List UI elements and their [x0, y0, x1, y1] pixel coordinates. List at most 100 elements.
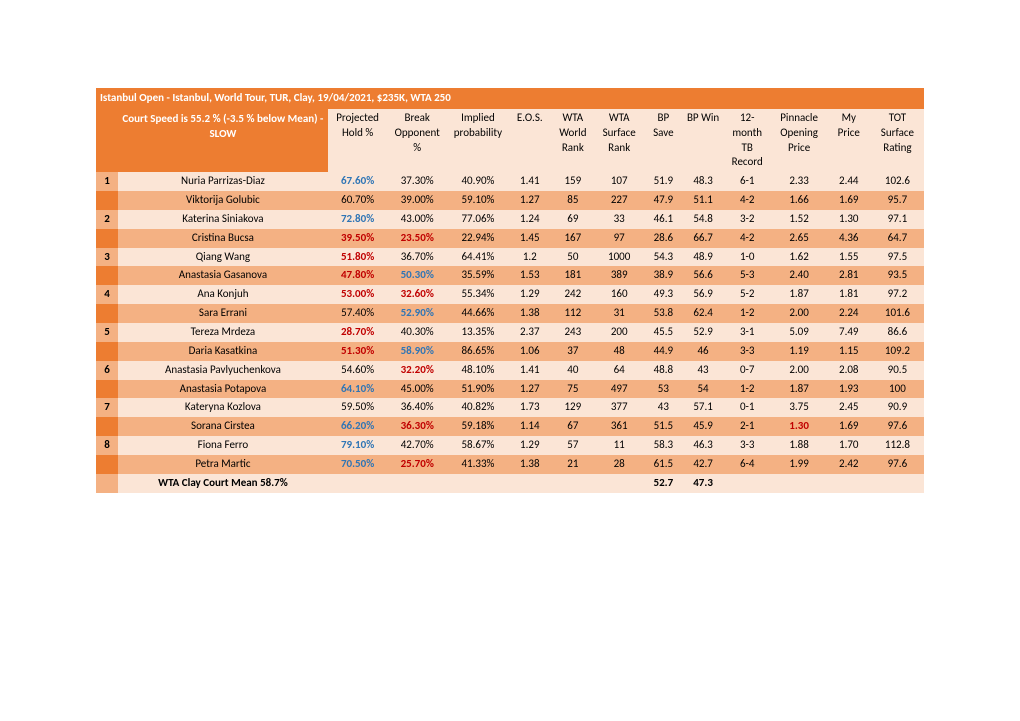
seed-cell: 3: [96, 248, 118, 267]
bp-save: 45.5: [643, 323, 683, 342]
tot-rating: 97.5: [871, 248, 924, 267]
hold-pct: 53.00%: [328, 285, 388, 304]
my-price: 2.81: [827, 266, 871, 285]
world-rank: 40: [551, 361, 595, 380]
seed-cell: [96, 342, 118, 361]
bp-win: 57.1: [683, 398, 723, 417]
break-pct: 25.70%: [387, 455, 447, 474]
seed-cell: 2: [96, 210, 118, 229]
player-name: Anastasia Potapova: [118, 380, 328, 399]
tot-rating: 101.6: [871, 304, 924, 323]
hold-pct: 51.80%: [328, 248, 388, 267]
pinnacle-price: 5.09: [772, 323, 827, 342]
pinnacle-price: 1.19: [772, 342, 827, 361]
eos: 1.27: [509, 191, 551, 210]
surface-rank: 107: [595, 172, 644, 191]
break-pct: 36.40%: [387, 398, 447, 417]
my-price: 1.81: [827, 285, 871, 304]
pinnacle-price: 2.65: [772, 229, 827, 248]
bp-save: 61.5: [643, 455, 683, 474]
eos: 1.27: [509, 380, 551, 399]
my-price: 1.69: [827, 191, 871, 210]
seed-cell: 1: [96, 172, 118, 191]
world-rank: 57: [551, 436, 595, 455]
table-row: 2Katerina Siniakova72.80%43.00%77.06%1.2…: [96, 210, 924, 229]
my-price: 1.55: [827, 248, 871, 267]
world-rank: 50: [551, 248, 595, 267]
eos: 1.14: [509, 417, 551, 436]
table-row: 3Qiang Wang51.80%36.70%64.41%1.250100054…: [96, 248, 924, 267]
tb-record: 5-3: [723, 266, 772, 285]
hold-pct: 59.50%: [328, 398, 388, 417]
col-eos: E.O.S.: [509, 109, 551, 172]
tb-record: 0-7: [723, 361, 772, 380]
implied-prob: 55.34%: [447, 285, 509, 304]
surface-rank: 97: [595, 229, 644, 248]
tot-rating: 102.6: [871, 172, 924, 191]
bp-save: 47.9: [643, 191, 683, 210]
break-pct: 32.20%: [387, 361, 447, 380]
seed-cell: [96, 229, 118, 248]
tot-rating: 93.5: [871, 266, 924, 285]
break-pct: 23.50%: [387, 229, 447, 248]
break-pct: 32.60%: [387, 285, 447, 304]
surface-rank: 31: [595, 304, 644, 323]
bp-win: 48.3: [683, 172, 723, 191]
implied-prob: 13.35%: [447, 323, 509, 342]
col-prob: Implied probability: [447, 109, 509, 172]
table-header-row: Court Speed is 55.2 % (-3.5 % below Mean…: [96, 109, 924, 172]
tot-rating: 97.6: [871, 455, 924, 474]
col-tb: 12-month TB Record: [723, 109, 772, 172]
bp-save: 38.9: [643, 266, 683, 285]
surface-rank: 497: [595, 380, 644, 399]
implied-prob: 86.65%: [447, 342, 509, 361]
bp-win: 54.8: [683, 210, 723, 229]
break-pct: 42.70%: [387, 436, 447, 455]
player-name: Anastasia Pavlyuchenkova: [118, 361, 328, 380]
table-row: 8Fiona Ferro79.10%42.70%58.67%1.29571158…: [96, 436, 924, 455]
player-name: Cristina Bucsa: [118, 229, 328, 248]
world-rank: 21: [551, 455, 595, 474]
tot-rating: 100: [871, 380, 924, 399]
surface-rank: 48: [595, 342, 644, 361]
my-price: 7.49: [827, 323, 871, 342]
table-row: Daria Kasatkina51.30%58.90%86.65%1.06374…: [96, 342, 924, 361]
eos: 1.24: [509, 210, 551, 229]
seed-cell: [96, 266, 118, 285]
bp-win: 66.7: [683, 229, 723, 248]
bp-save: 43: [643, 398, 683, 417]
player-name: Tereza Mrdeza: [118, 323, 328, 342]
seed-cell: [96, 191, 118, 210]
player-name: Qiang Wang: [118, 248, 328, 267]
table-row: 6Anastasia Pavlyuchenkova54.60%32.20%48.…: [96, 361, 924, 380]
hold-pct: 39.50%: [328, 229, 388, 248]
world-rank: 159: [551, 172, 595, 191]
seed-cell: [96, 417, 118, 436]
tb-record: 0-1: [723, 398, 772, 417]
implied-prob: 58.67%: [447, 436, 509, 455]
player-name: Nuria Parrizas-Diaz: [118, 172, 328, 191]
tb-record: 3-3: [723, 342, 772, 361]
pinnacle-price: 1.30: [772, 417, 827, 436]
implied-prob: 40.90%: [447, 172, 509, 191]
player-name: Viktorija Golubic: [118, 191, 328, 210]
table-row: Sorana Cirstea66.20%36.30%59.18%1.146736…: [96, 417, 924, 436]
tb-record: 6-1: [723, 172, 772, 191]
surface-rank: 227: [595, 191, 644, 210]
table-row: 1Nuria Parrizas-Diaz67.60%37.30%40.90%1.…: [96, 172, 924, 191]
implied-prob: 22.94%: [447, 229, 509, 248]
col-hold: Projected Hold %: [328, 109, 388, 172]
surface-rank: 361: [595, 417, 644, 436]
my-price: 4.36: [827, 229, 871, 248]
pinnacle-price: 1.99: [772, 455, 827, 474]
eos: 1.29: [509, 285, 551, 304]
tb-record: 3-2: [723, 210, 772, 229]
bp-win: 46: [683, 342, 723, 361]
tot-rating: 64.7: [871, 229, 924, 248]
seed-cell: [96, 304, 118, 323]
surface-rank: 200: [595, 323, 644, 342]
tot-rating: 95.7: [871, 191, 924, 210]
tot-rating: 90.5: [871, 361, 924, 380]
break-pct: 58.90%: [387, 342, 447, 361]
hold-pct: 66.20%: [328, 417, 388, 436]
